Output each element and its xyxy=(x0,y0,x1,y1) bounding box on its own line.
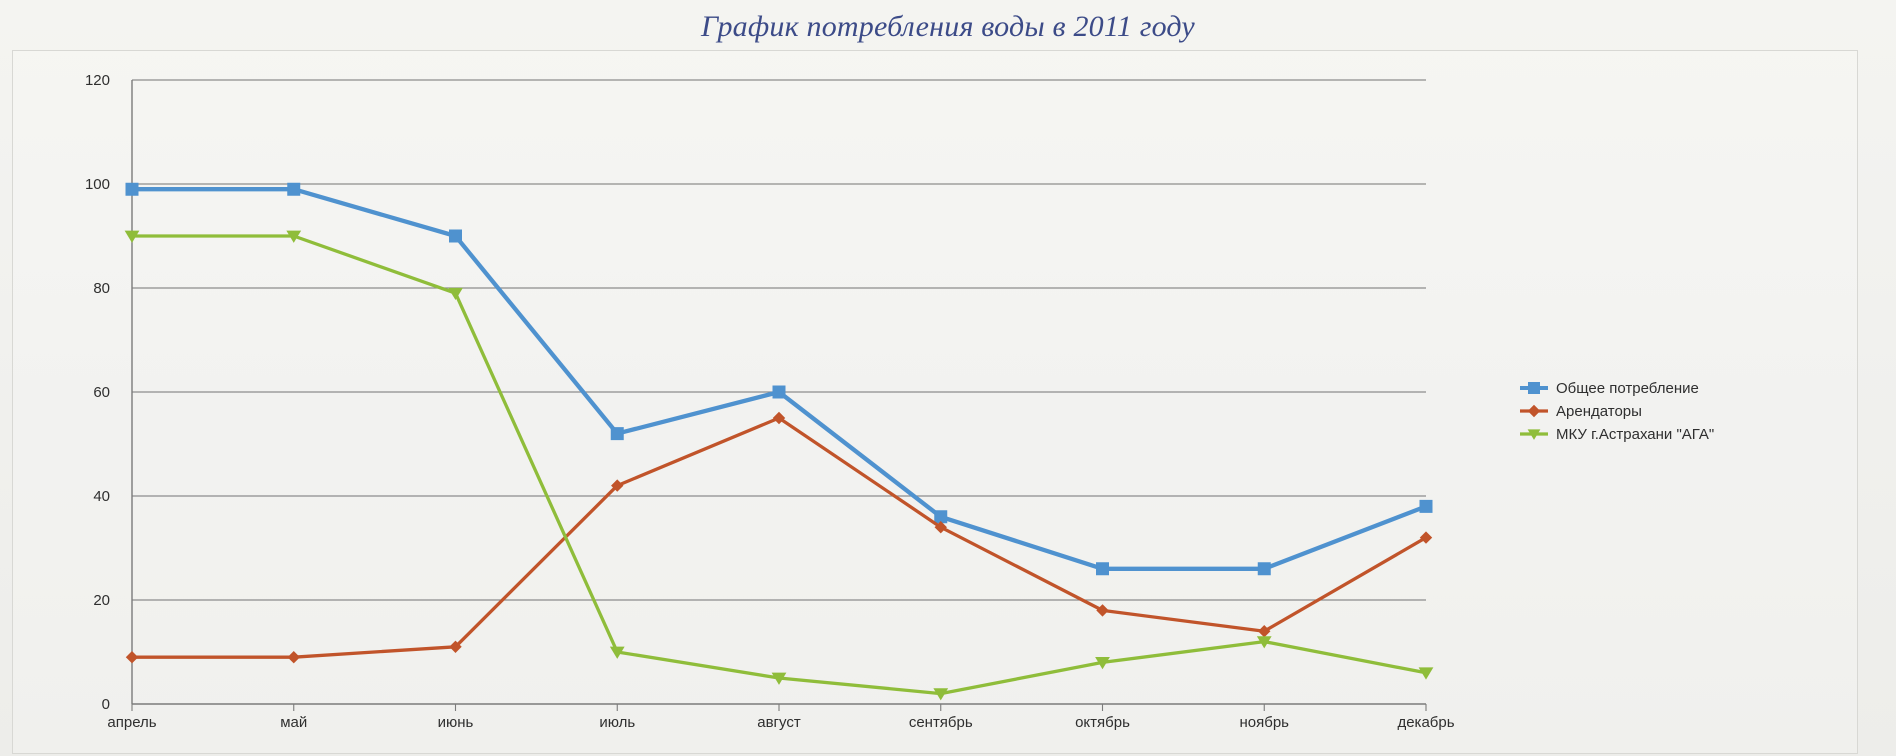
data-point-2-0 xyxy=(124,230,140,243)
legend-marker-1 xyxy=(1527,404,1541,418)
data-point-0-0 xyxy=(125,182,139,196)
y-tick-label-1: 20 xyxy=(93,592,110,609)
series-line-2 xyxy=(130,234,1428,696)
x-tick-label-7: ноябрь xyxy=(1240,714,1290,731)
axis-layer: 0 20 40 60 80 100 120 апрель май июнь июль август се… xyxy=(85,72,1455,731)
data-point-2-8 xyxy=(1418,667,1434,680)
x-tick-label-8: декабрь xyxy=(1397,714,1454,731)
data-point-1-0 xyxy=(125,650,139,664)
series-line-1 xyxy=(130,416,1428,659)
chart-sheet xyxy=(12,50,1858,754)
data-point-0-3 xyxy=(610,427,624,441)
x-tick-label-2: июнь xyxy=(438,714,474,731)
legend-marker-2 xyxy=(1527,429,1541,440)
data-point-1-1 xyxy=(287,650,300,664)
data-point-0-7 xyxy=(1257,562,1271,576)
y-tick-label-6: 120 xyxy=(85,72,110,89)
data-point-0-8 xyxy=(1419,499,1433,513)
data-point-1-4 xyxy=(772,411,786,425)
x-tick-label-5: сентябрь xyxy=(909,714,973,731)
y-tick-label-0: 0 xyxy=(102,696,110,713)
legend-item-2: МКУ г.Астрахани "АГА" xyxy=(1520,426,1714,443)
data-point-2-6 xyxy=(1095,657,1110,670)
x-tick-label-1: май xyxy=(280,714,307,731)
data-point-0-1 xyxy=(287,182,301,196)
data-point-2-7 xyxy=(1256,636,1272,649)
data-point-0-4 xyxy=(772,385,786,399)
data-point-1-2 xyxy=(449,640,462,654)
data-point-2-1 xyxy=(286,230,302,243)
x-tick-label-6: октябрь xyxy=(1075,714,1130,731)
data-point-2-3 xyxy=(609,646,625,659)
y-tick-label-2: 40 xyxy=(93,488,110,505)
legend-label-2: МКУ г.Астрахани "АГА" xyxy=(1556,426,1714,443)
data-point-2-5 xyxy=(933,688,949,701)
y-tick-label-4: 80 xyxy=(93,280,110,297)
series-layer xyxy=(124,182,1434,701)
data-point-1-5 xyxy=(934,520,947,534)
legend-label-1: Арендаторы xyxy=(1556,403,1642,420)
data-point-2-4 xyxy=(771,672,787,685)
series-2 xyxy=(124,230,1434,701)
series-1 xyxy=(125,411,1433,664)
y-tick-label-3: 60 xyxy=(93,384,110,401)
data-point-0-6 xyxy=(1096,562,1109,576)
series-0 xyxy=(125,182,1433,576)
data-point-0-2 xyxy=(449,229,462,243)
data-point-1-3 xyxy=(611,479,624,492)
legend-item-0: Общее потребление xyxy=(1520,380,1699,397)
legend: Общее потребление Арендаторы МКУ г.Астраха… xyxy=(1520,380,1714,443)
y-tick-label-5: 100 xyxy=(85,176,110,193)
data-point-2-2 xyxy=(448,287,463,301)
x-tick-label-3: июль xyxy=(599,714,635,731)
legend-item-1: Арендаторы xyxy=(1520,403,1642,420)
legend-marker-0 xyxy=(1528,382,1540,394)
x-tick-label-0: апрель xyxy=(107,714,156,731)
grid-layer xyxy=(132,79,1426,705)
chart-title: График потребления воды в 2011 году xyxy=(701,10,1195,43)
data-point-1-6 xyxy=(1096,604,1109,617)
x-tick-label-4: август xyxy=(757,714,801,731)
data-point-1-8 xyxy=(1419,531,1433,544)
data-point-0-5 xyxy=(934,510,948,524)
legend-label-0: Общее потребление xyxy=(1556,380,1699,397)
